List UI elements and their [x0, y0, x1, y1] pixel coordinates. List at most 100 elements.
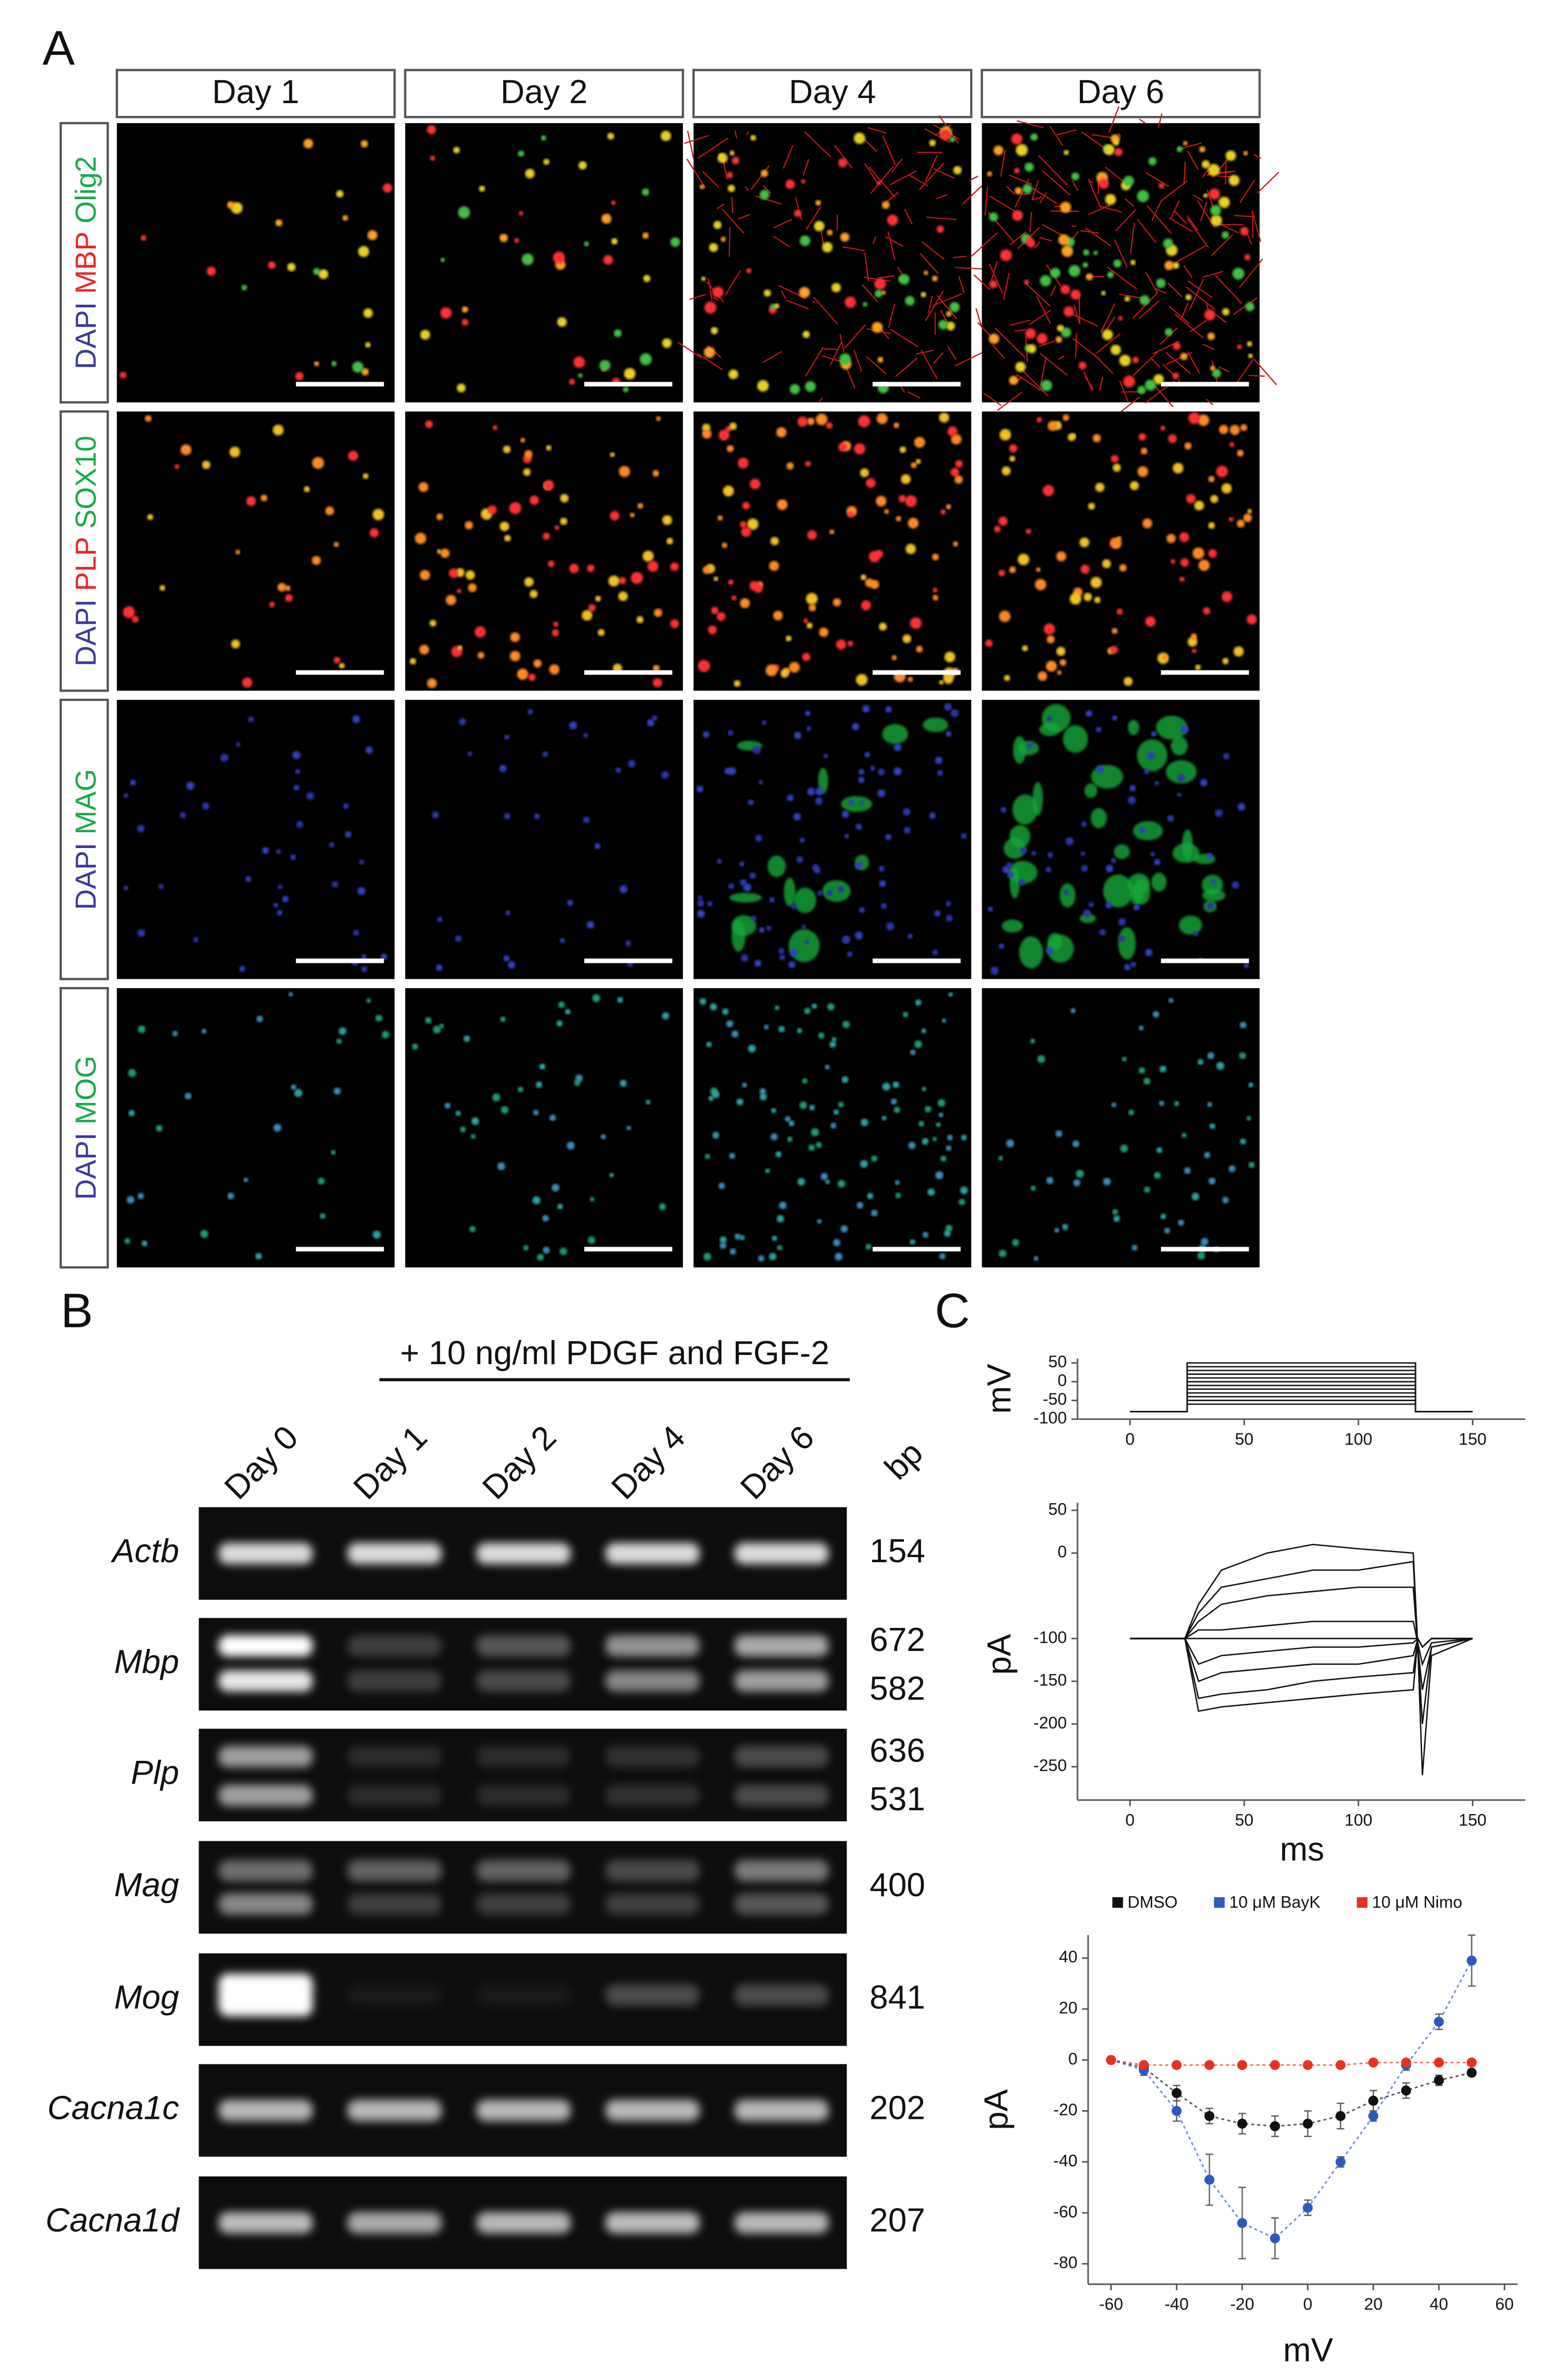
point: [1270, 2060, 1280, 2070]
y-tick-label: -50: [1042, 1390, 1067, 1408]
micrograph-bg: [116, 411, 395, 691]
mag-cell: [1008, 860, 1038, 884]
process: [890, 170, 917, 186]
cell: [934, 910, 941, 917]
cell: [702, 566, 711, 574]
cell: [709, 243, 718, 252]
cell: [1083, 909, 1091, 917]
cell: [345, 831, 352, 838]
cell: [493, 425, 498, 430]
cell: [431, 811, 439, 819]
process: [933, 168, 955, 179]
band: [605, 2099, 700, 2121]
cell: [290, 854, 296, 860]
cell: [1061, 327, 1071, 338]
cell: [455, 1110, 461, 1116]
column-header-box: [115, 69, 396, 119]
cell: [229, 446, 241, 458]
process: [707, 278, 713, 301]
cell: [1050, 268, 1060, 278]
cell: [137, 824, 145, 833]
cell: [542, 1246, 550, 1254]
cell: [357, 887, 366, 895]
row-label-part: MOG: [69, 1056, 102, 1125]
panel-label: A: [43, 21, 75, 75]
y-tick-label: 0: [1068, 2050, 1077, 2068]
cell: [827, 229, 833, 235]
cell: [946, 321, 955, 330]
cell: [954, 475, 963, 484]
cell: [1080, 564, 1090, 574]
cell: [696, 785, 703, 793]
process: [1139, 119, 1146, 125]
cell: [239, 966, 246, 972]
cell: [838, 158, 848, 168]
cell: [303, 139, 313, 149]
cell: [759, 927, 765, 933]
cell: [1018, 879, 1025, 886]
cell: [1180, 558, 1189, 567]
process: [746, 131, 750, 135]
cell: [282, 896, 289, 902]
cell: [1113, 140, 1119, 146]
cell: [989, 333, 999, 344]
cell: [439, 1024, 444, 1029]
cell: [1114, 148, 1123, 156]
cell: [1073, 1179, 1080, 1187]
band: [347, 1635, 442, 1657]
cell: [949, 136, 955, 143]
process: [1041, 224, 1065, 238]
cell: [285, 585, 291, 591]
gel-row: [199, 1728, 847, 1822]
cell: [1145, 949, 1153, 956]
process: [698, 137, 729, 159]
cell: [958, 1198, 966, 1206]
cell: [775, 1151, 782, 1157]
cell: [1144, 769, 1150, 774]
process: [909, 174, 929, 187]
cell: [722, 1008, 729, 1015]
process: [1240, 179, 1255, 203]
cell: [594, 843, 601, 850]
cell: [1154, 780, 1159, 786]
cell: [1070, 289, 1081, 300]
cell: [235, 549, 240, 555]
cell: [660, 130, 672, 142]
cell: [227, 201, 234, 209]
y-tick-label: -60: [1053, 2202, 1077, 2221]
band-size: 531: [870, 1780, 926, 1818]
cell: [1229, 442, 1234, 447]
cell: [900, 474, 911, 484]
point: [1237, 2218, 1247, 2228]
band-size: 672: [870, 1621, 926, 1658]
cell: [747, 518, 759, 530]
cell: [1092, 434, 1101, 442]
mag-cell: [783, 877, 796, 907]
cell: [1009, 444, 1018, 453]
process: [1187, 150, 1199, 170]
cell: [445, 595, 457, 605]
cell: [903, 827, 911, 834]
process: [1162, 363, 1175, 376]
cell: [920, 291, 927, 298]
cell: [541, 135, 546, 141]
process: [864, 252, 870, 282]
process: [1150, 358, 1160, 368]
cell: [877, 769, 885, 776]
cell: [727, 730, 734, 736]
cell: [858, 776, 865, 783]
process: [1105, 316, 1116, 331]
process: [1032, 196, 1042, 201]
cell: [1174, 1101, 1179, 1106]
point: [1303, 2202, 1313, 2213]
cell: [726, 445, 734, 453]
cell: [1090, 577, 1102, 588]
cell: [951, 434, 962, 445]
mag-cell: [1114, 844, 1130, 859]
cell: [358, 246, 369, 258]
cell: [1009, 456, 1015, 462]
row-label-part: DAPI: [69, 302, 102, 369]
row-label: DAPI MAG: [69, 769, 102, 910]
process: [919, 253, 939, 274]
